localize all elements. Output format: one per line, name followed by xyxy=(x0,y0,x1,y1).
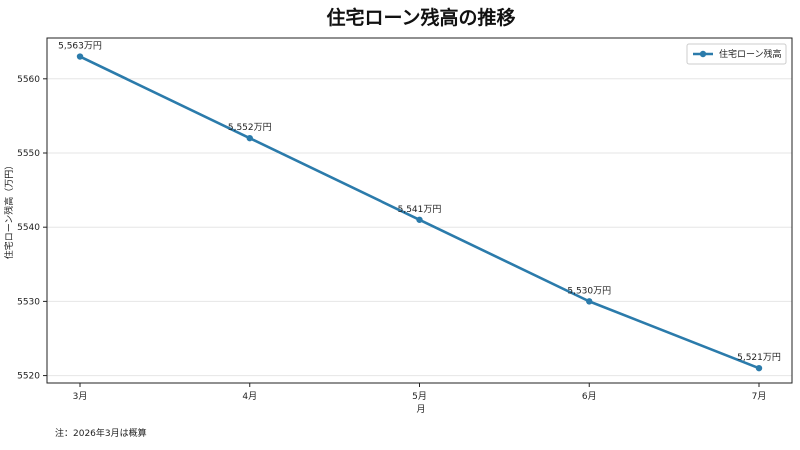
legend-box xyxy=(686,43,787,65)
y-tick-label: 5530 xyxy=(17,297,40,307)
y-tick-label: 5560 xyxy=(17,75,40,85)
x-tick-label: 4月 xyxy=(242,391,257,402)
x-tick-label: 3月 xyxy=(73,391,88,402)
legend-dot-marker xyxy=(699,50,707,58)
x-axis-label: 月 xyxy=(416,404,425,415)
grid-lines xyxy=(47,78,792,377)
data-label: 5,521万円 xyxy=(737,352,781,363)
y-tick-label: 5540 xyxy=(17,223,40,233)
data-label: 5,530万円 xyxy=(567,285,611,296)
legend: 住宅ローン残高 xyxy=(686,43,787,65)
x-axis: 3月 4月 5月 6月 7月 xyxy=(73,383,767,402)
data-point xyxy=(416,216,423,223)
x-tick-label: 7月 xyxy=(752,391,767,402)
y-axis: 5520 5530 5540 5550 5560 xyxy=(17,75,47,382)
chart-title: 住宅ローン残高の推移 xyxy=(326,6,515,29)
data-point xyxy=(755,364,763,372)
footnote: 注：2026年3月は概算 xyxy=(55,427,147,439)
data-label: 5,563万円 xyxy=(58,41,102,52)
data-labels: 5,563万円 5,552万円 5,541万円 5,530万円 5,521万円 xyxy=(58,41,781,364)
x-tick-label: 6月 xyxy=(582,391,597,402)
series-layer xyxy=(76,53,763,372)
data-label: 5,541万円 xyxy=(398,204,442,215)
data-point xyxy=(586,298,593,305)
y-tick-label: 5550 xyxy=(17,149,40,159)
y-axis-label: 住宅ローン残高（万円） xyxy=(3,161,15,260)
data-point xyxy=(246,134,253,142)
data-label: 5,552万円 xyxy=(228,122,272,133)
data-point xyxy=(76,53,84,60)
y-tick-label: 5520 xyxy=(17,372,40,382)
x-tick-label: 5月 xyxy=(412,391,427,402)
legend-label: 住宅ローン残高 xyxy=(719,48,782,60)
